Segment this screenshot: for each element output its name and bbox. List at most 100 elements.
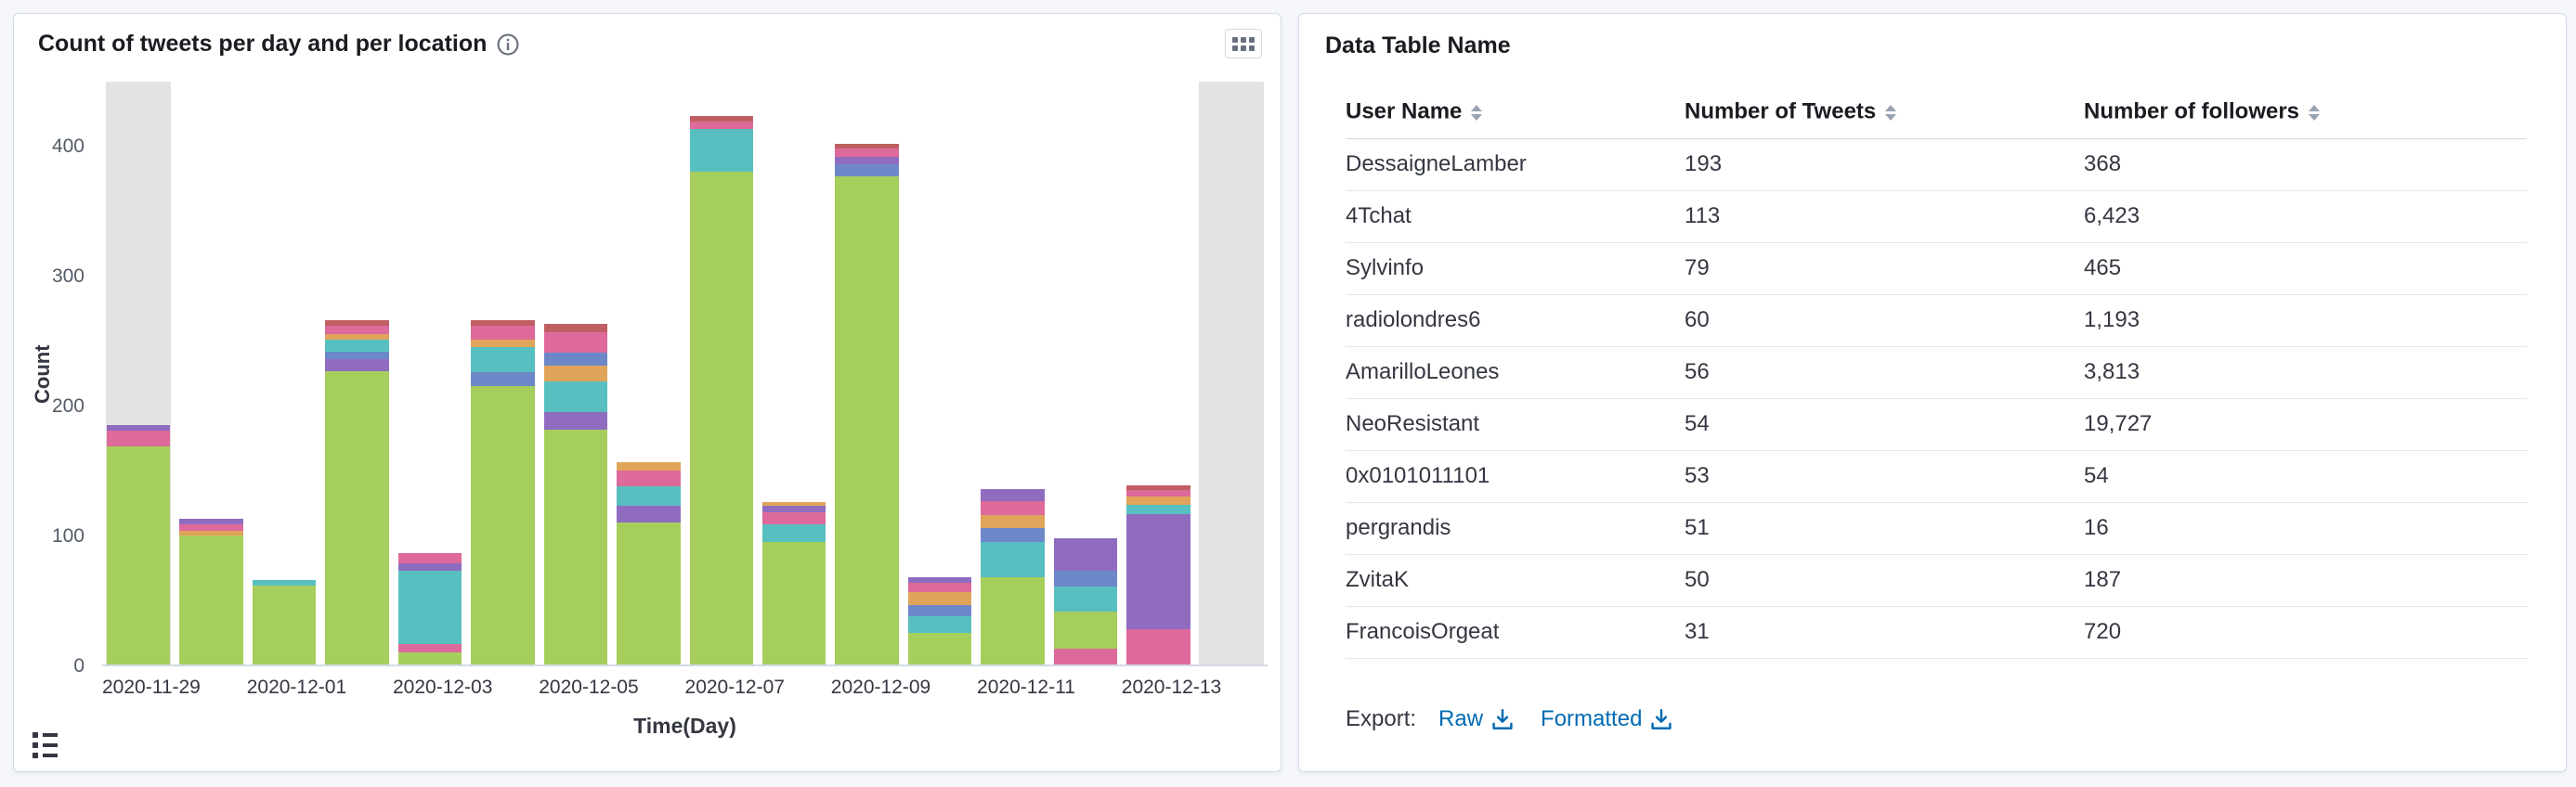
bar-segment-pink[interactable] [471,325,535,341]
bar-segment-orange[interactable] [761,502,826,507]
bar-segment-green[interactable] [907,633,972,664]
bar-segment-green[interactable] [981,577,1045,664]
bar-segment-pink[interactable] [107,431,171,446]
stacked-bar[interactable] [325,320,389,664]
bar-segment-blue[interactable] [543,353,608,367]
bar-segment-red[interactable] [1126,484,1190,491]
stacked-bar[interactable] [397,552,462,664]
bar-segment-orange[interactable] [543,366,608,381]
sort-icon[interactable] [2309,104,2321,121]
bar-segment-teal[interactable] [907,616,972,634]
bar-segment-purple[interactable] [981,489,1045,501]
bar-segment-green[interactable] [107,445,171,664]
export-raw-link[interactable]: Raw [1438,706,1515,732]
bar-segment-blue[interactable] [325,351,389,360]
bar-segment-purple[interactable] [397,562,462,572]
bar-segment-purple[interactable] [835,156,899,165]
bar-segment-teal[interactable] [543,381,608,413]
bar-segment-pink[interactable] [981,500,1045,516]
bar-segment-green[interactable] [543,429,608,664]
bar-segment-red[interactable] [325,320,389,326]
bar-segment-orange[interactable] [179,530,243,536]
bar-segment-pink[interactable] [397,552,462,563]
bar-segment-teal[interactable] [981,542,1045,578]
bar-segment-teal[interactable] [252,580,317,586]
bar-segment-blue[interactable] [835,164,899,176]
bar-segment-pink[interactable] [689,121,753,130]
bar-segment-pink[interactable] [761,512,826,524]
bar-segment-purple[interactable] [325,359,389,371]
bar-segment-pink[interactable] [397,643,462,653]
export-formatted-link[interactable]: Formatted [1541,706,1673,732]
stacked-bar[interactable] [835,143,899,664]
bar-segment-purple[interactable] [179,519,243,524]
stacked-bar[interactable] [981,489,1045,664]
bar-segment-teal[interactable] [471,347,535,373]
bar-segment-pink[interactable] [617,471,681,487]
bar-segment-pink[interactable] [179,523,243,531]
bar-segment-orange[interactable] [1126,497,1190,505]
column-header[interactable]: User Name [1346,86,1685,139]
stacked-bar[interactable] [617,461,681,664]
bar-segment-blue[interactable] [981,528,1045,543]
bar-segment-green[interactable] [761,542,826,664]
bar-segment-green[interactable] [325,370,389,664]
bar-segment-purple[interactable] [617,506,681,523]
stacked-bar[interactable] [107,425,171,664]
bar-segment-green[interactable] [397,652,462,664]
bar-segment-purple[interactable] [761,506,826,513]
bar-segment-pink[interactable] [1053,649,1118,664]
stacked-bar[interactable] [761,502,826,664]
bar-segment-purple[interactable] [1126,513,1190,630]
sort-icon[interactable] [1471,104,1483,121]
bar-segment-orange[interactable] [617,461,681,471]
bar-segment-green[interactable] [252,585,317,664]
panel-options-icon[interactable] [1225,29,1262,58]
bar-segment-blue[interactable] [907,604,972,617]
bar-segment-green[interactable] [1053,611,1118,650]
bar-segment-green[interactable] [617,523,681,664]
legend-toggle-icon[interactable] [31,730,59,760]
bar-segment-green[interactable] [835,175,899,664]
bar-segment-green[interactable] [689,172,753,664]
bar-segment-teal[interactable] [689,129,753,173]
stacked-bar[interactable] [471,320,535,664]
stacked-bar[interactable] [1053,538,1118,664]
stacked-bar[interactable] [179,519,243,664]
stacked-bar[interactable] [252,580,317,664]
bar-segment-teal[interactable] [325,340,389,352]
bar-segment-red[interactable] [543,324,608,332]
bar-segment-purple[interactable] [543,412,608,430]
bar-segment-orange[interactable] [981,515,1045,529]
bar-segment-orange[interactable] [907,591,972,605]
sort-icon[interactable] [1885,104,1897,121]
bar-segment-teal[interactable] [1053,587,1118,612]
bar-segment-blue[interactable] [471,372,535,387]
bar-segment-pink[interactable] [325,325,389,335]
bar-segment-blue[interactable] [1053,571,1118,587]
stacked-bar[interactable] [907,577,972,664]
stacked-bar[interactable] [689,116,753,664]
bar-segment-purple[interactable] [907,577,972,583]
bar-segment-red[interactable] [835,143,899,149]
bar-segment-teal[interactable] [617,486,681,507]
bar-segment-green[interactable] [471,386,535,664]
bar-segment-teal[interactable] [1126,504,1190,514]
column-header[interactable]: Number of followers [2084,86,2527,139]
bar-segment-orange[interactable] [471,340,535,348]
bar-segment-pink[interactable] [907,582,972,592]
bar-segment-purple[interactable] [1053,538,1118,572]
bar-segment-teal[interactable] [397,571,462,644]
bar-segment-teal[interactable] [761,523,826,543]
stacked-bar[interactable] [1126,484,1190,664]
bar-segment-purple[interactable] [107,425,171,432]
info-icon[interactable] [496,32,520,57]
bar-segment-pink[interactable] [1126,490,1190,497]
bar-segment-orange[interactable] [325,334,389,341]
bar-segment-pink[interactable] [835,148,899,157]
bar-segment-green[interactable] [179,535,243,664]
stacked-bar[interactable] [543,324,608,664]
bar-segment-red[interactable] [689,116,753,122]
bar-segment-red[interactable] [471,320,535,326]
bar-segment-pink[interactable] [1126,629,1190,664]
